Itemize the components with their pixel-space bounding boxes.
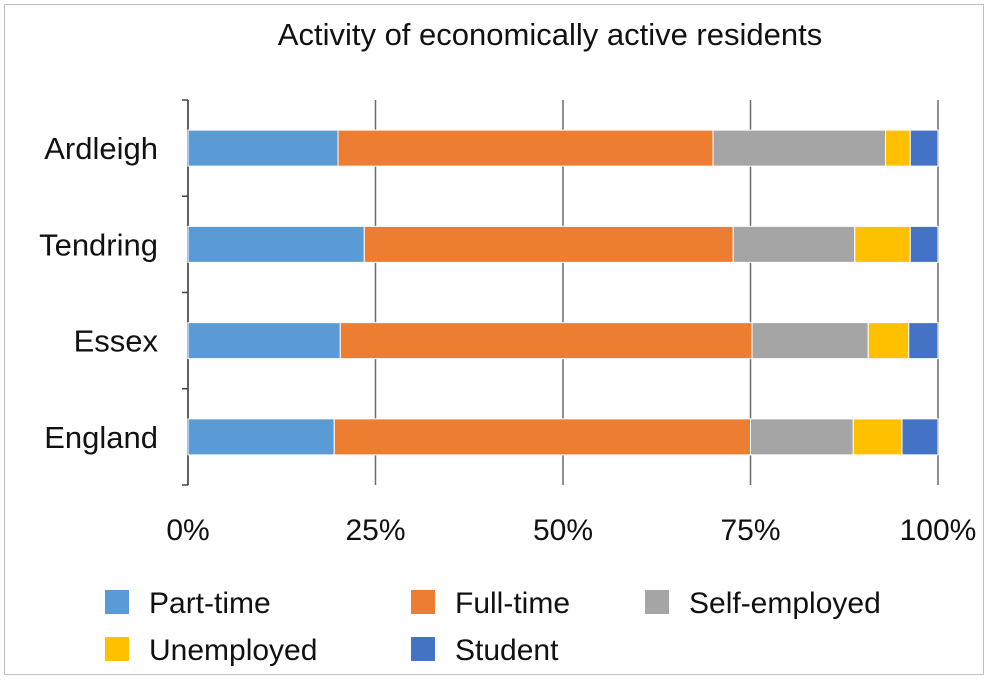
chart-frame: Activity of economically active resident… [4, 4, 984, 675]
bar-segment [901, 418, 939, 456]
x-tick-label: 75% [720, 514, 780, 547]
bar-segment [187, 225, 365, 263]
bar-segment [908, 322, 939, 360]
category-label: Essex [74, 324, 159, 359]
x-tick-label: 100% [900, 514, 977, 547]
legend-swatch [105, 590, 129, 614]
legend-swatch [411, 590, 435, 614]
bar-segment [187, 418, 335, 456]
x-tick-label: 0% [166, 514, 209, 547]
bar-segment [854, 225, 911, 263]
bar-segment [187, 322, 341, 360]
bar-segment [909, 129, 939, 167]
legend-label: Part-time [149, 587, 271, 620]
bar-segment [339, 322, 753, 360]
bar-segment [852, 418, 903, 456]
legend-swatch [645, 590, 669, 614]
chart-title: Activity of economically active resident… [278, 17, 822, 52]
bar-segment [867, 322, 910, 360]
category-label: Ardleigh [44, 131, 158, 166]
bar-segment [712, 129, 886, 167]
bars [187, 129, 939, 456]
legend-swatch [411, 637, 435, 661]
legend-label: Student [455, 634, 559, 667]
bar-segment [187, 129, 339, 167]
bar-segment [363, 225, 734, 263]
bar-segment [909, 225, 939, 263]
bar-segment [885, 129, 911, 167]
bar-segment [732, 225, 856, 263]
legend-label: Unemployed [149, 634, 317, 667]
x-tick-label: 50% [533, 514, 593, 547]
bar-segment [750, 418, 854, 456]
category-labels: Ardleigh Tendring Essex England [39, 131, 158, 455]
category-label: England [44, 420, 158, 455]
legend-swatch [105, 637, 129, 661]
bar-segment [751, 322, 869, 360]
legend-label: Self-employed [689, 587, 881, 620]
bar-segment [337, 129, 714, 167]
x-tick-labels: 0% 25% 50% 75% 100% [166, 514, 976, 547]
chart-svg: Activity of economically active resident… [39, 17, 976, 667]
x-tick-label: 25% [345, 514, 405, 547]
bar-segment [333, 418, 751, 456]
legend-label: Full-time [455, 587, 570, 620]
legend: Part-time Full-time Self-employed Unemploye… [105, 587, 881, 667]
category-label: Tendring [39, 227, 158, 262]
